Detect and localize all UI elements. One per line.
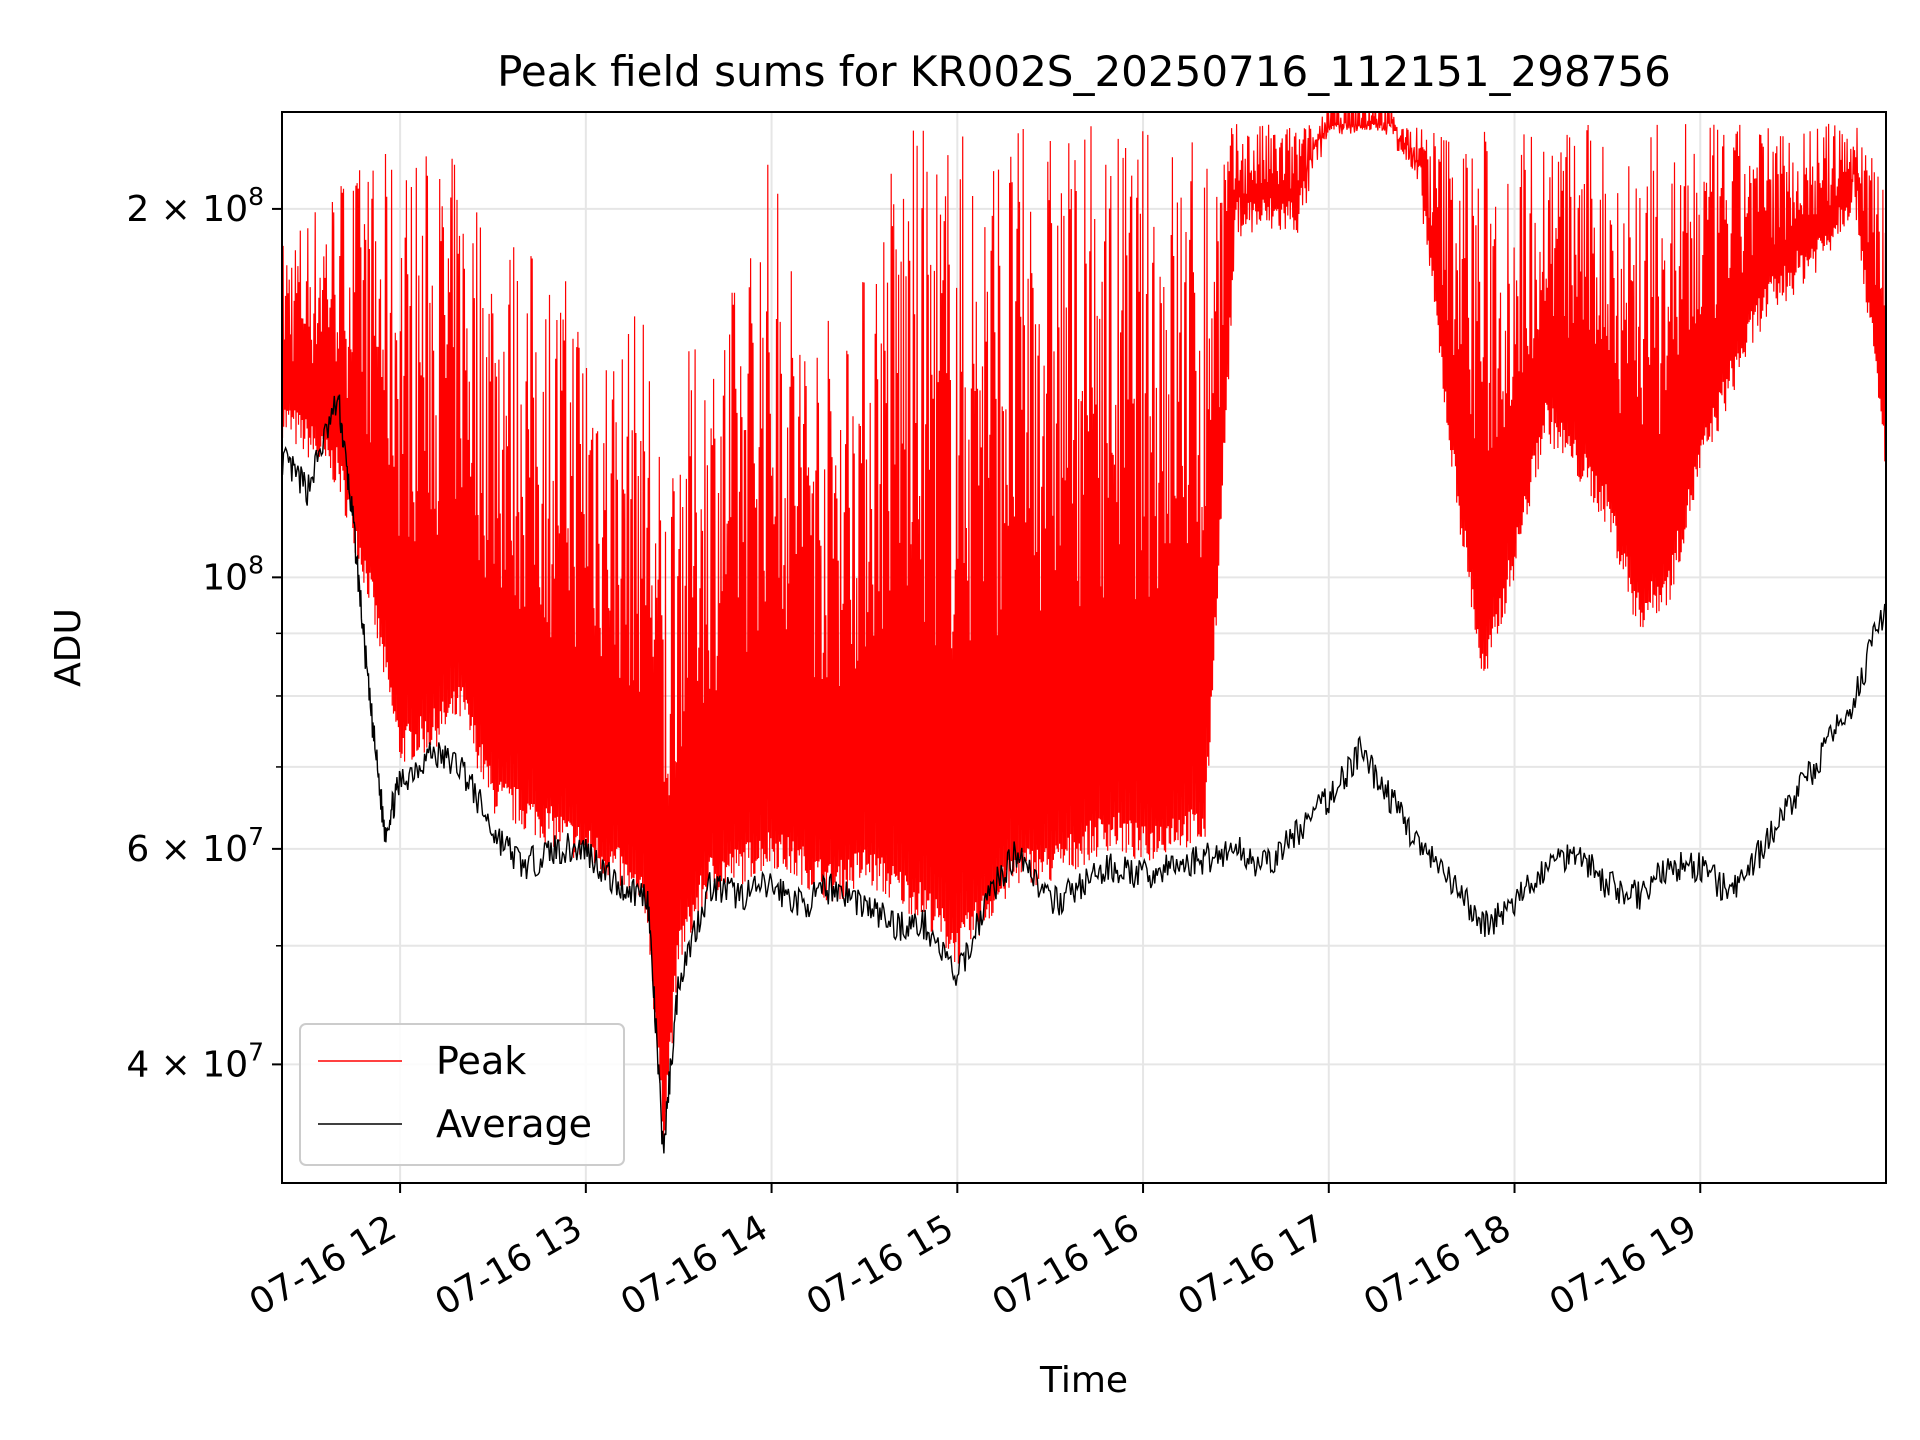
- legend-label-average: Average: [436, 1102, 592, 1146]
- chart-title: Peak field sums for KR002S_20250716_1121…: [497, 47, 1671, 96]
- y-tick-label: 4 × 107: [126, 1037, 264, 1085]
- legend-box: [299, 1023, 625, 1166]
- x-axis-label: Time: [1039, 1360, 1128, 1401]
- series-line-average: [282, 394, 1886, 1154]
- plot-area: [281, 111, 1887, 1184]
- y-axis-label: ADU: [48, 608, 89, 687]
- legend-label-peak: Peak: [436, 1039, 526, 1083]
- legend: Peak Average: [299, 1023, 625, 1166]
- series-layer: [282, 112, 1886, 1154]
- y-tick-label: 108: [202, 550, 264, 598]
- y-tick-label: 6 × 107: [126, 822, 264, 870]
- series-line-peak: [282, 112, 1886, 1145]
- y-tick-label: 2 × 108: [126, 182, 264, 230]
